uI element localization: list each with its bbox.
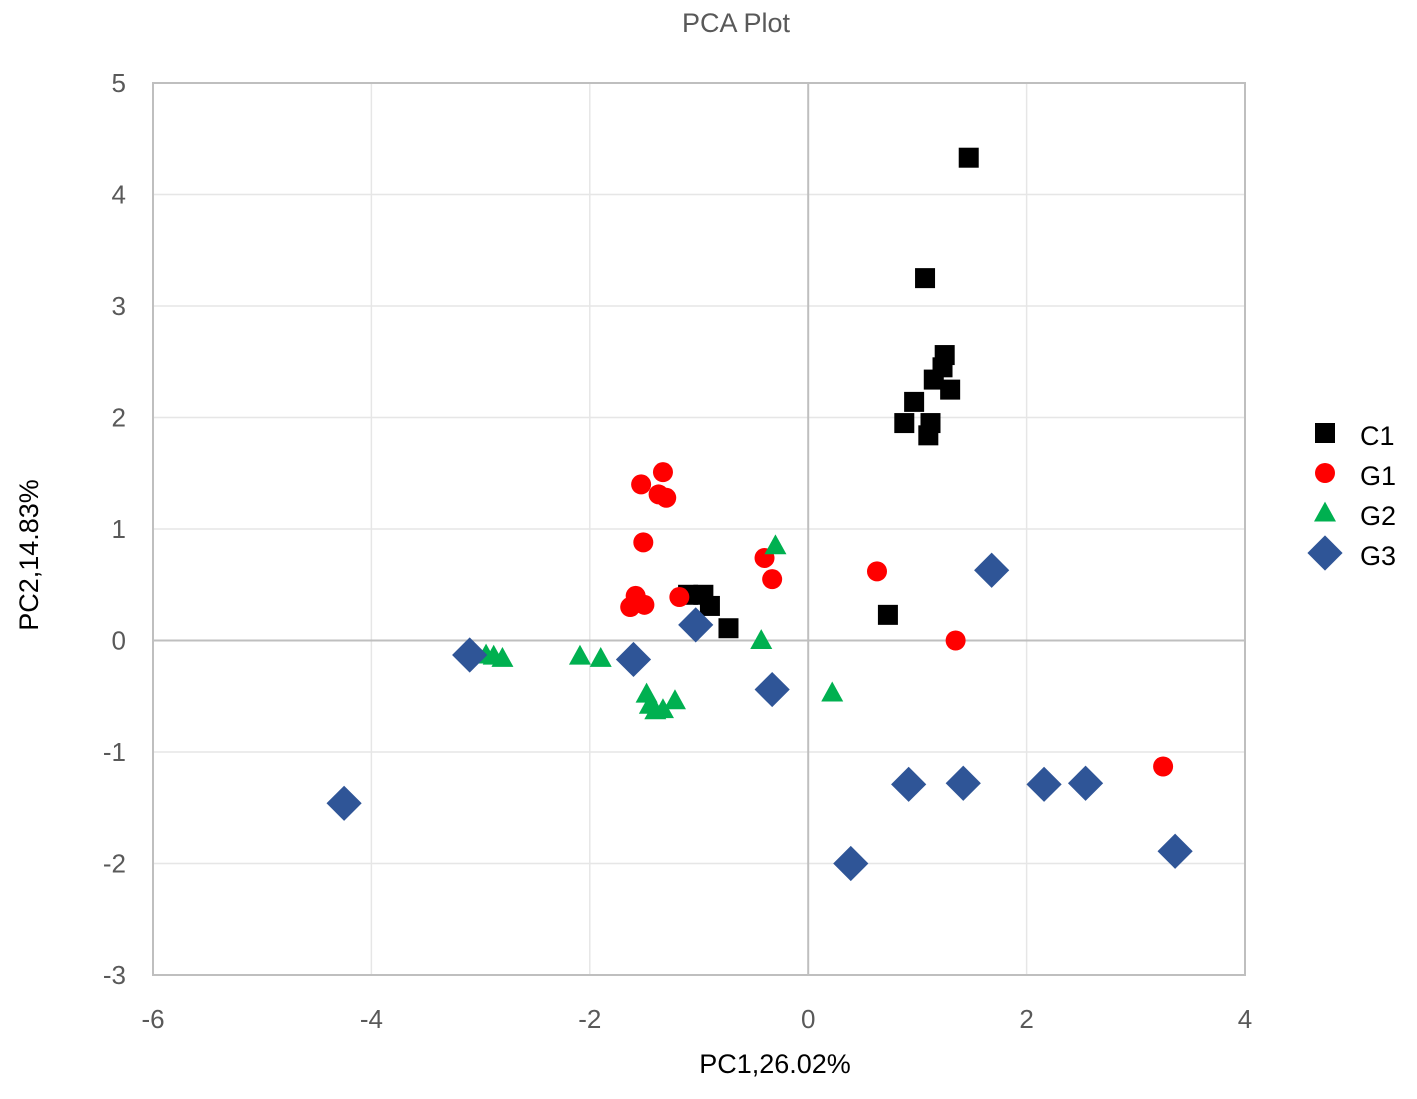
point-c1 bbox=[915, 268, 936, 289]
point-g2 bbox=[764, 534, 787, 555]
legend-label-g1: G1 bbox=[1360, 461, 1396, 491]
legend-item-c1: C1 bbox=[1315, 421, 1395, 451]
legend-item-g2: G2 bbox=[1314, 501, 1396, 531]
point-g2 bbox=[568, 644, 591, 665]
point-g3 bbox=[1067, 765, 1104, 801]
y-tick-label: 4 bbox=[112, 180, 126, 210]
point-c1 bbox=[918, 425, 939, 446]
x-tick-label: 2 bbox=[1019, 1004, 1033, 1034]
x-tick-label: 0 bbox=[801, 1004, 815, 1034]
point-g2 bbox=[821, 681, 844, 702]
point-c1 bbox=[958, 147, 979, 168]
series-g2 bbox=[475, 534, 844, 720]
point-g2 bbox=[491, 646, 514, 667]
point-g1 bbox=[866, 561, 887, 582]
point-g3 bbox=[678, 607, 714, 643]
y-axis-title: PC2,14.83% bbox=[14, 479, 44, 631]
point-g3 bbox=[945, 765, 981, 801]
y-tick-label: 1 bbox=[112, 514, 126, 544]
x-tick-label: -2 bbox=[578, 1004, 601, 1034]
legend-item-g1: G1 bbox=[1315, 461, 1396, 491]
point-c1 bbox=[940, 379, 961, 400]
x-axis-title: PC1,26.02% bbox=[699, 1049, 851, 1079]
zero-axis-lines bbox=[153, 83, 1245, 975]
data-points bbox=[326, 147, 1193, 882]
series-g1 bbox=[620, 462, 1174, 777]
point-g3 bbox=[1157, 833, 1193, 869]
y-tick-labels: -3 -2 -1 0 1 2 3 4 5 bbox=[103, 68, 126, 990]
series-c1 bbox=[678, 147, 979, 639]
point-g2 bbox=[663, 689, 686, 710]
y-tick-label: 0 bbox=[112, 626, 126, 656]
point-g2 bbox=[651, 698, 674, 719]
y-tick-label: -1 bbox=[103, 737, 126, 767]
legend-label-g3: G3 bbox=[1360, 541, 1396, 571]
point-g3 bbox=[833, 845, 869, 882]
chart-title: PCA Plot bbox=[682, 8, 791, 38]
legend-marker-c1 bbox=[1315, 423, 1335, 443]
x-tick-labels: -6 -4 -2 0 2 4 bbox=[141, 1004, 1252, 1034]
point-g3 bbox=[891, 766, 927, 802]
x-tick-label: -6 bbox=[141, 1004, 164, 1034]
x-tick-label: 4 bbox=[1238, 1004, 1252, 1034]
point-g1 bbox=[762, 569, 783, 590]
legend-marker-g2 bbox=[1314, 501, 1336, 522]
legend-marker-g1 bbox=[1315, 463, 1335, 483]
point-g3 bbox=[754, 671, 790, 708]
point-g1 bbox=[634, 594, 655, 615]
x-tick-label: -4 bbox=[360, 1004, 383, 1034]
point-g1 bbox=[1153, 756, 1174, 777]
point-g3 bbox=[615, 641, 652, 678]
y-tick-label: 3 bbox=[112, 291, 126, 321]
point-g1 bbox=[656, 487, 677, 508]
gridlines bbox=[153, 83, 1245, 975]
point-c1 bbox=[718, 618, 739, 639]
point-g3 bbox=[452, 637, 488, 673]
y-tick-label: -3 bbox=[103, 960, 126, 990]
point-g2 bbox=[750, 629, 773, 650]
point-g3 bbox=[1026, 766, 1062, 802]
point-g1 bbox=[652, 462, 673, 483]
point-g3 bbox=[326, 785, 362, 821]
y-tick-label: -2 bbox=[103, 849, 126, 879]
point-g3 bbox=[974, 552, 1010, 588]
point-c1 bbox=[904, 391, 925, 412]
point-c1 bbox=[699, 595, 720, 616]
plot-area-border bbox=[152, 82, 1246, 976]
point-c1 bbox=[894, 413, 915, 434]
legend-label-c1: C1 bbox=[1360, 421, 1395, 451]
legend-label-g2: G2 bbox=[1360, 501, 1396, 531]
point-g1 bbox=[631, 474, 652, 495]
series-g3 bbox=[326, 552, 1193, 882]
point-g2 bbox=[635, 682, 658, 703]
legend-item-g3: G3 bbox=[1307, 535, 1396, 571]
y-tick-label: 2 bbox=[112, 403, 126, 433]
point-g2 bbox=[589, 646, 612, 667]
point-c1 bbox=[923, 369, 944, 390]
y-tick-label: 5 bbox=[112, 68, 126, 98]
legend-marker-g3 bbox=[1307, 535, 1343, 571]
point-g1 bbox=[633, 532, 654, 553]
point-g1 bbox=[669, 587, 690, 608]
point-g1 bbox=[945, 630, 966, 651]
legend: C1 G1 G2 G3 bbox=[1307, 421, 1396, 571]
point-c1 bbox=[877, 604, 898, 625]
